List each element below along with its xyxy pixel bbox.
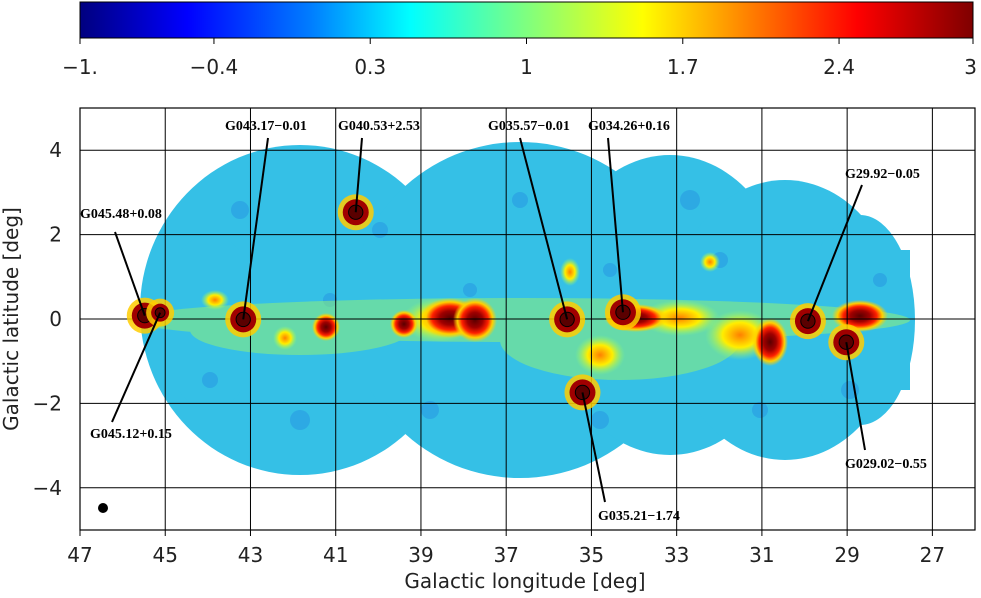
colorbar-tick-label: −0.4 [190, 55, 239, 79]
colorbar-ticks: −1. −0.4 0.3 1 1.7 2.4 3 [62, 38, 977, 79]
source-label: G035.57−0.01 [488, 119, 570, 134]
source-label: G043.17−0.01 [225, 119, 307, 134]
colorbar-tick-label: 3 [964, 55, 977, 79]
source-peak [574, 384, 591, 401]
source-pointer-line [607, 137, 624, 313]
source-pointer-line [519, 137, 569, 320]
x-tick-label: 41 [323, 543, 348, 567]
x-tick-label: 39 [408, 543, 433, 567]
x-tick-label: 35 [579, 543, 604, 567]
source-label: G29.92−0.05 [845, 167, 920, 182]
y-tick-label: 0 [49, 307, 62, 331]
x-tick-label: 27 [920, 543, 945, 567]
colorbar-tick-label: −1. [62, 55, 98, 79]
colorbar-tick-label: 1 [520, 55, 533, 79]
source-labels: G045.48+0.08 G045.12+0.15 G043.17−0.01 G040… [80, 119, 927, 524]
source-label: G029.02−0.55 [845, 457, 927, 472]
y-tick-label: 2 [49, 223, 62, 247]
x-tick-label: 47 [67, 543, 92, 567]
source-pointer-line [807, 184, 863, 322]
x-tick-label: 37 [493, 543, 518, 567]
x-tick-label: 33 [664, 543, 689, 567]
x-axis-ticks: 47 45 43 41 39 37 35 33 31 29 27 [67, 530, 945, 567]
y-tick-label: −4 [33, 476, 62, 500]
source-peak [154, 307, 166, 319]
x-axis-title: Galactic longitude [deg] [404, 569, 645, 593]
plot-frame [79, 107, 976, 531]
source-label: G035.21−1.74 [598, 509, 680, 524]
colorbar-tick-label: 0.3 [354, 55, 386, 79]
source-pointer-line [354, 137, 363, 213]
colorbar-tick-label: 2.4 [823, 55, 855, 79]
source-label: G045.12+0.15 [90, 427, 172, 442]
y-tick-label: 4 [49, 138, 62, 162]
source-pointer-line [242, 137, 269, 320]
source-label: G040.53+2.53 [338, 119, 420, 134]
beam-size-marker [98, 503, 108, 513]
x-tick-label: 45 [153, 543, 178, 567]
source-pointer-line [845, 342, 866, 451]
source-pointer-line [581, 392, 606, 503]
source-label: G034.26+0.16 [588, 119, 670, 134]
x-tick-label: 29 [834, 543, 859, 567]
source-pointer-line [111, 312, 162, 423]
colorbar-tick-label: 1.7 [667, 55, 699, 79]
colorbar: −1. −0.4 0.3 1 1.7 2.4 3 [62, 1, 977, 79]
source-label: G045.48+0.08 [80, 207, 162, 222]
y-axis-ticks: 4 2 0 −2 −4 [33, 138, 62, 500]
x-tick-label: 31 [749, 543, 774, 567]
x-tick-label: 43 [238, 543, 263, 567]
source-pointer-line [114, 231, 146, 316]
emission-clumps [201, 252, 888, 375]
colorbar-gradient [79, 1, 974, 39]
y-tick-label: −2 [33, 391, 62, 415]
map-layer [80, 108, 975, 530]
y-axis-title: Galactic latitude [deg] [0, 207, 23, 431]
